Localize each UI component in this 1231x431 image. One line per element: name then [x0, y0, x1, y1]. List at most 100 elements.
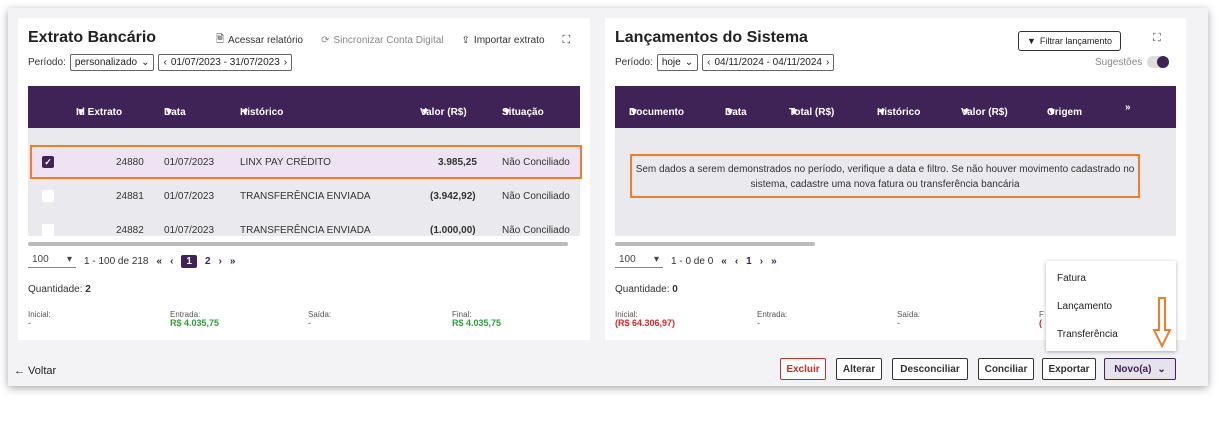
table-row[interactable]: 24881 01/07/2023 TRANSFERÊNCIA ENVIADA (… — [28, 179, 580, 213]
conciliar-button[interactable]: Conciliar — [978, 358, 1034, 380]
prev-page-icon[interactable]: ‹ — [734, 255, 739, 267]
importar-label: Importar extrato — [473, 35, 545, 46]
saida-value: - — [897, 318, 900, 328]
table-row[interactable]: 24882 01/07/2023 TRANSFERÊNCIA ENVIADA (… — [28, 213, 580, 236]
menu-item-lancamento[interactable]: Lançamento — [1057, 301, 1113, 312]
chevron-left-icon[interactable]: ‹ — [163, 57, 167, 68]
cell-data: 01/07/2023 — [164, 224, 215, 236]
inicial-label: Inicial: — [615, 310, 638, 319]
periodo-range[interactable]: ‹ 04/11/2024 - 04/11/2024 › — [702, 54, 835, 71]
desconciliar-button[interactable]: Desconciliar — [892, 358, 968, 380]
chevron-left-icon[interactable]: ‹ — [707, 57, 711, 68]
importar-extrato-link[interactable]: ⇪ Importar extrato — [462, 35, 545, 46]
filter-icon[interactable]: ▼ — [961, 107, 971, 118]
exportar-button[interactable]: Exportar — [1042, 358, 1096, 380]
col-label: Id Extrato — [76, 107, 123, 118]
filter-icon[interactable]: ▼ — [877, 107, 887, 118]
quantidade-label: Quantidade: — [615, 284, 670, 295]
cell-historico: LINX PAY CRÉDITO — [240, 156, 331, 168]
filtrar-label: Filtrar lançamento — [1039, 36, 1112, 46]
chevron-down-icon: ▾ — [653, 254, 659, 265]
horizontal-scrollbar[interactable] — [28, 242, 568, 246]
horizontal-scrollbar[interactable] — [615, 242, 815, 246]
filter-icon[interactable]: ▼ — [502, 107, 512, 118]
first-page-icon[interactable]: « — [721, 255, 727, 267]
periodo-range-value: 01/07/2023 - 31/07/2023 — [170, 57, 280, 68]
footer-bar: ← Voltar Excluir Alterar Desconciliar Co… — [8, 352, 1208, 386]
row-checkbox[interactable]: ✓ — [42, 156, 54, 168]
lancamentos-quantidade: Quantidade: 0 — [615, 284, 678, 295]
alterar-button[interactable]: Alterar — [836, 358, 882, 380]
periodo-mode-select[interactable]: hoje ⌄ — [656, 54, 699, 71]
final-label: F — [1039, 310, 1044, 319]
page-button[interactable]: 1 — [181, 254, 197, 268]
row-highlight — [30, 145, 582, 179]
final-label: Final: — [452, 310, 472, 319]
row-checkbox[interactable] — [42, 190, 54, 202]
chevron-right-icon[interactable]: › — [825, 57, 830, 68]
col-label: Valor (R$) — [961, 107, 1008, 118]
col-label: Origem — [1047, 107, 1083, 118]
col-label: Histórico — [877, 107, 921, 118]
upload-icon: ⇪ — [461, 35, 470, 46]
novo-menu: Fatura Lançamento Transferência — [1046, 261, 1176, 351]
periodo-mode-select[interactable]: personalizado ⌄ — [69, 54, 155, 71]
table-row[interactable]: ✓ 24880 01/07/2023 LINX PAY CRÉDITO 3.98… — [28, 145, 580, 179]
expand-icon[interactable]: ⛶ — [562, 34, 571, 46]
more-columns-icon[interactable]: » — [1125, 101, 1131, 113]
acessar-relatorio-link[interactable]: 🗎 Acessar relatório — [216, 32, 303, 49]
lancamentos-table-body — [615, 128, 1176, 236]
row-checkbox[interactable] — [42, 224, 54, 236]
periodo-mode-value: hoje — [661, 57, 681, 68]
filter-icon[interactable]: ▼ — [164, 107, 174, 118]
filter-icon[interactable]: ▼ — [240, 107, 250, 118]
extrato-panel: Extrato Bancário 🗎 Acessar relatório ⟳ S… — [18, 18, 590, 340]
novo-button[interactable]: Novo(a) ⌄ — [1104, 358, 1176, 380]
saida-value: - — [308, 318, 311, 328]
filter-icon[interactable]: ▼ — [629, 107, 639, 118]
last-page-icon[interactable]: » — [771, 255, 777, 267]
filter-icon[interactable]: ▼ — [1047, 107, 1057, 118]
final-value: ( — [1039, 318, 1042, 328]
page-button[interactable]: 2 — [204, 255, 211, 267]
filter-icon[interactable]: ▼ — [725, 107, 735, 118]
toggle-switch[interactable] — [1147, 56, 1170, 68]
page-size-select[interactable]: 100 ▾ — [28, 254, 76, 268]
cell-historico: TRANSFERÊNCIA ENVIADA — [240, 190, 371, 202]
filtrar-lancamento-button[interactable]: ▼ Filtrar lançamento — [1018, 31, 1121, 51]
menu-item-fatura[interactable]: Fatura — [1057, 273, 1086, 284]
quantidade-value: 0 — [672, 284, 678, 295]
lancamentos-panel: Lançamentos do Sistema ▼ Filtrar lançame… — [605, 18, 1186, 340]
periodo-range[interactable]: ‹ 01/07/2023 - 31/07/2023 › — [158, 54, 293, 71]
chevron-right-icon[interactable]: › — [283, 57, 288, 68]
next-page-icon[interactable]: › — [218, 255, 222, 267]
page-button[interactable]: 1 — [746, 255, 752, 267]
voltar-link[interactable]: ← Voltar — [14, 365, 57, 377]
expand-icon[interactable]: ⛶ — [1153, 32, 1161, 44]
filter-icon[interactable]: ▼ — [789, 107, 799, 118]
page-size-select[interactable]: 100 ▾ — [615, 254, 663, 268]
cell-historico: TRANSFERÊNCIA ENVIADA — [240, 224, 371, 236]
col-label: Data — [164, 107, 186, 118]
app-window: Extrato Bancário 🗎 Acessar relatório ⟳ S… — [8, 8, 1208, 386]
last-page-icon[interactable]: » — [229, 255, 236, 267]
entrada-value: R$ 4.035,75 — [170, 318, 220, 328]
next-page-icon[interactable]: › — [759, 255, 764, 267]
cell-situacao: Não Conciliado — [502, 224, 570, 236]
first-page-icon[interactable]: « — [156, 255, 163, 267]
page-range: 1 - 100 de 218 — [84, 255, 149, 267]
filter-icon[interactable]: ▼ — [420, 107, 430, 118]
prev-page-icon[interactable]: ‹ — [170, 255, 174, 267]
filter-icon[interactable]: ▼ — [76, 107, 86, 118]
col-label: Data — [725, 107, 747, 118]
lancamentos-periodo: Período: hoje ⌄ ‹ 04/11/2024 - 04/11/202… — [615, 54, 835, 71]
col-label: Valor (R$) — [420, 107, 467, 118]
menu-item-transferencia[interactable]: Transferência — [1057, 329, 1118, 340]
chevron-down-icon: ⌄ — [684, 57, 694, 68]
excluir-button[interactable]: Excluir — [780, 358, 826, 380]
cell-situacao: Não Conciliado — [502, 156, 570, 168]
sugestoes-toggle[interactable]: Sugestões — [1095, 56, 1170, 68]
novo-label: Novo(a) — [1114, 363, 1152, 375]
sincronizar-link[interactable]: ⟳ Sincronizar Conta Digital — [321, 35, 443, 46]
cell-valor: 3.985,25 — [438, 156, 477, 168]
